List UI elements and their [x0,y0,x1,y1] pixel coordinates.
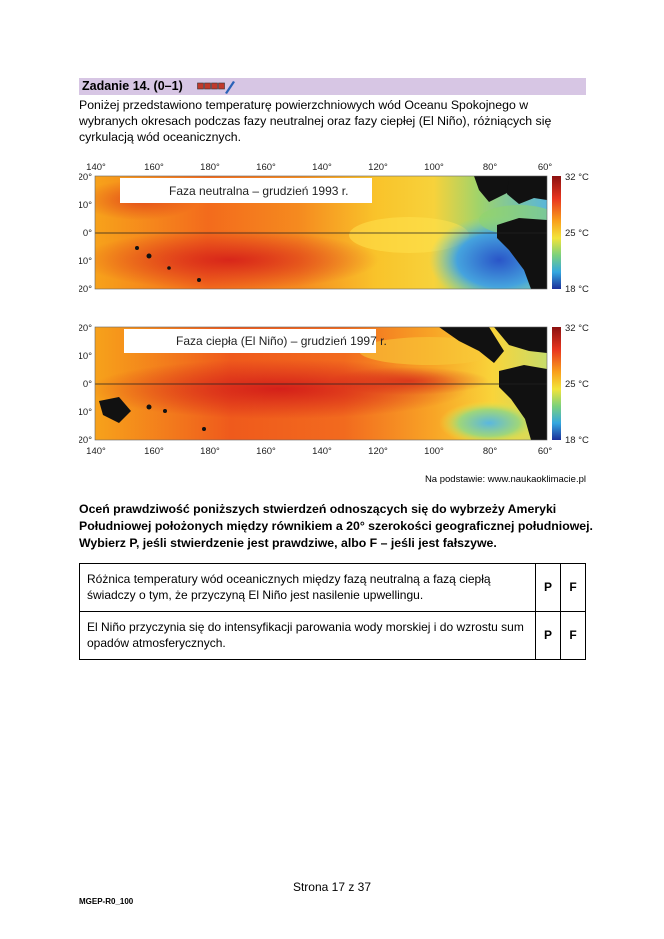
sst-map-neutral: Faza neutralna – grudzień 1993 r. 140° 1… [79,160,589,300]
svg-text:10°: 10° [79,351,92,362]
svg-text:100°: 100° [424,446,444,457]
sst-map-el-nino: Faza ciepła (El Niño) – grudzień 1997 r.… [79,311,589,461]
svg-text:160°: 160° [144,162,164,173]
svg-text:140°: 140° [312,446,332,457]
svg-text:80°: 80° [483,162,498,173]
svg-text:0°: 0° [83,228,92,239]
svg-text:140°: 140° [86,162,106,173]
svg-text:180°: 180° [200,162,220,173]
svg-text:20°: 20° [79,172,92,183]
svg-text:140°: 140° [86,446,106,457]
statement-text: Różnica temperatury wód oceanicznych mię… [79,563,536,612]
map-caption: Faza neutralna – grudzień 1993 r. [169,184,348,198]
source-note: Na podstawie: www.naukaoklimacie.pl [424,474,586,485]
svg-text:60°: 60° [538,446,553,457]
longitude-labels: 140° 160° 180° 160° 140° 120° 100° 80° 6… [86,446,552,457]
svg-text:10°: 10° [79,200,92,211]
temperature-scale-bar [552,327,561,440]
svg-text:10°: 10° [79,256,92,267]
temperature-scale-bar [552,176,561,289]
intro-text: Poniżej przedstawiono temperaturę powier… [79,98,552,144]
option-p[interactable]: P [535,611,561,660]
statement-text: El Niño przyczynia się do intensyfikacji… [79,611,536,660]
longitude-labels: 140° 160° 180° 160° 140° 120° 100° 80° 6… [86,162,552,173]
option-f[interactable]: F [560,563,586,612]
svg-text:32 °C: 32 °C [565,172,589,183]
table-row: El Niño przyczynia się do intensyfikacji… [79,611,586,660]
map-caption: Faza ciepła (El Niño) – grudzień 1997 r. [176,334,387,348]
svg-text:25 °C: 25 °C [565,379,589,390]
svg-text:80°: 80° [483,446,498,457]
scale-labels: 32 °C 25 °C 18 °C [565,172,589,295]
svg-text:160°: 160° [256,446,276,457]
svg-text:160°: 160° [256,162,276,173]
svg-text:32 °C: 32 °C [565,323,589,334]
document-code: MGEP-R0_100 [79,897,134,906]
svg-text:20°: 20° [79,284,92,295]
svg-text:10°: 10° [79,407,92,418]
svg-text:100°: 100° [424,162,444,173]
task-header: Zadanie 14. (0–1) [79,78,586,95]
page-number: Strona 17 z 37 [292,880,372,894]
svg-text:180°: 180° [200,446,220,457]
svg-text:60°: 60° [538,162,553,173]
table-row: Różnica temperatury wód oceanicznych mię… [79,563,586,612]
svg-text:20°: 20° [79,323,92,334]
option-f[interactable]: F [560,611,586,660]
svg-text:0°: 0° [83,379,92,390]
svg-text:18 °C: 18 °C [565,284,589,295]
svg-text:20°: 20° [79,435,92,446]
svg-text:120°: 120° [368,162,388,173]
option-p[interactable]: P [535,563,561,612]
scale-labels: 32 °C 25 °C 18 °C [565,323,589,446]
svg-text:18 °C: 18 °C [565,435,589,446]
latitude-labels: 20° 10° 0° 10° 20° [79,172,92,295]
task-title: Zadanie 14. (0–1) [82,79,183,93]
pencil-score-boxes-icon [197,81,235,94]
task-instruction: Oceń prawdziwość poniższych stwierdzeń o… [79,502,593,550]
svg-text:25 °C: 25 °C [565,228,589,239]
svg-text:140°: 140° [312,162,332,173]
latitude-labels: 20° 10° 0° 10° 20° [79,323,92,446]
statements-table: Różnica temperatury wód oceanicznych mię… [79,563,586,660]
svg-text:160°: 160° [144,446,164,457]
svg-text:120°: 120° [368,446,388,457]
